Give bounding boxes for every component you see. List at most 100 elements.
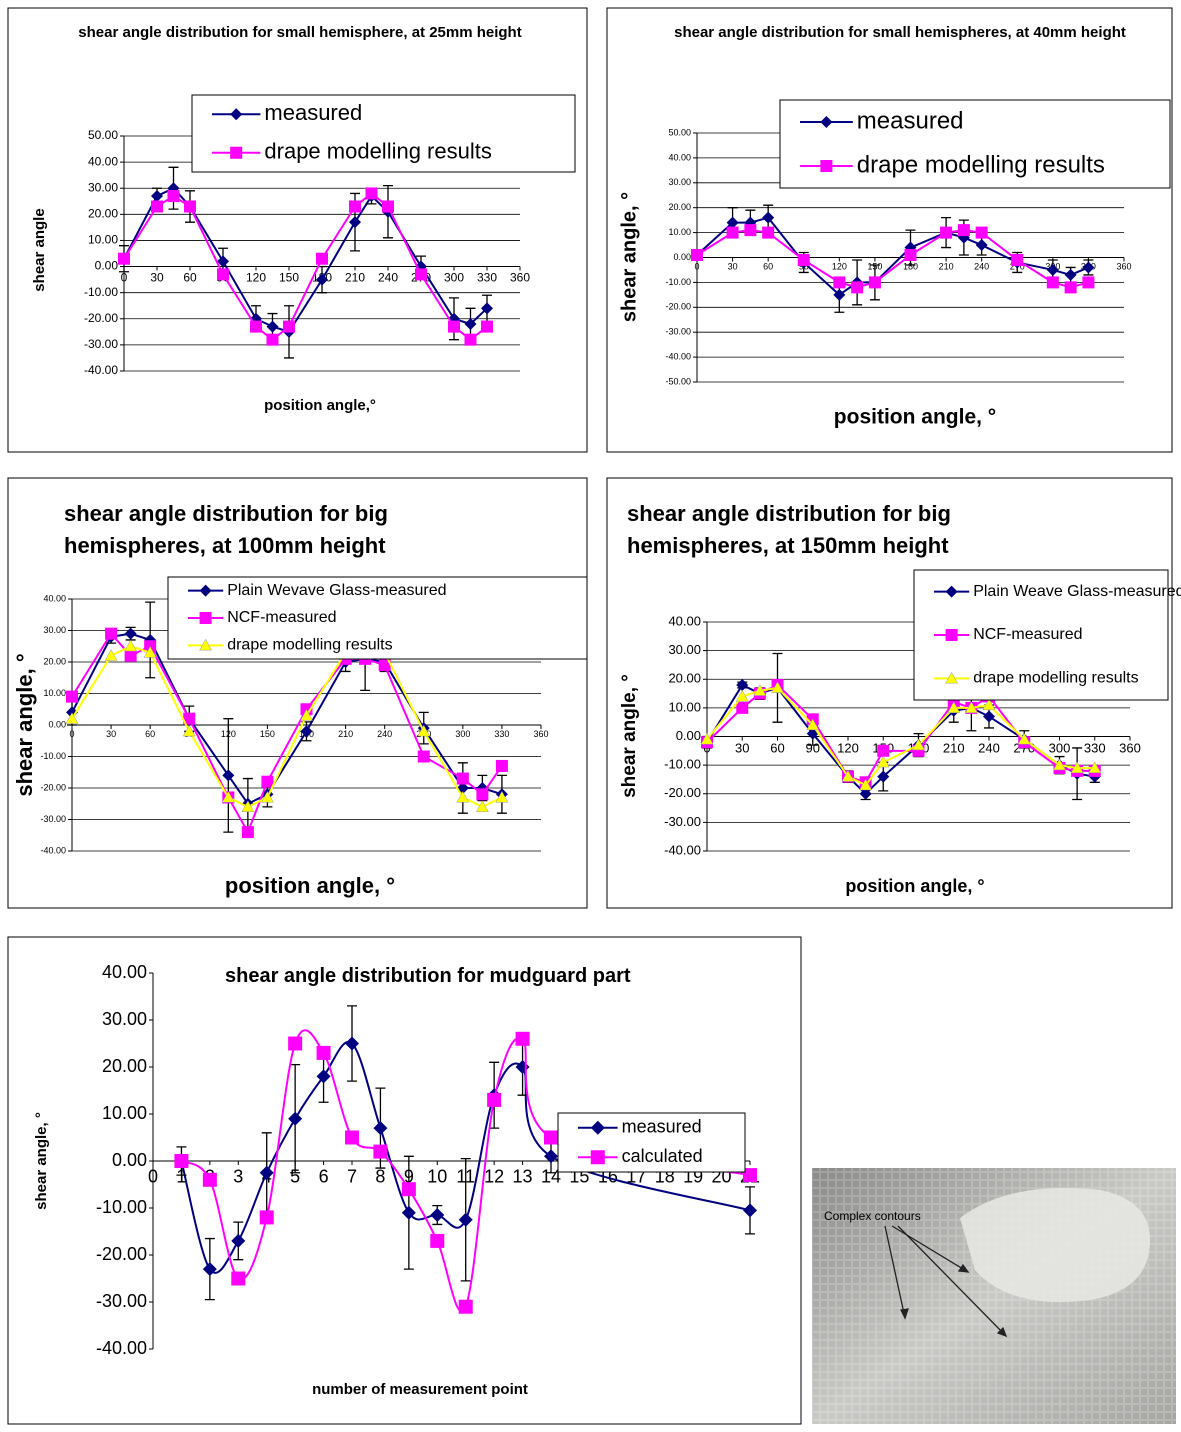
legend-label: NCF-measured <box>227 609 336 626</box>
legend-label: calculated <box>622 1146 703 1166</box>
marker <box>365 187 378 200</box>
x-axis-label: position angle, ° <box>834 406 996 429</box>
marker <box>105 627 118 640</box>
marker <box>859 787 872 800</box>
marker <box>345 1036 359 1051</box>
marker <box>1082 261 1095 274</box>
marker <box>1082 276 1095 289</box>
marker <box>231 1233 246 1248</box>
legend-marker <box>230 108 243 121</box>
marker <box>184 200 196 213</box>
x-axis-label: position angle, ° <box>845 876 984 896</box>
marker <box>859 778 873 791</box>
y-tick-label: 40.00 <box>43 593 66 603</box>
y-tick-label: 20.00 <box>88 207 118 221</box>
x-tick-label: 8 <box>375 1166 385 1186</box>
x-tick-label: 7 <box>347 1166 357 1186</box>
y-tick-label: -20.00 <box>40 782 66 792</box>
marker <box>877 770 890 783</box>
y-tick-label: 50.00 <box>668 127 691 137</box>
series-line <box>696 229 1089 289</box>
marker <box>288 1036 303 1051</box>
x-tick-label: 60 <box>770 741 784 756</box>
marker <box>66 690 78 703</box>
y-tick-label: 40.00 <box>668 152 691 162</box>
marker <box>544 1149 558 1164</box>
legend-marker <box>945 671 959 684</box>
marker <box>797 253 810 266</box>
marker <box>373 1121 388 1136</box>
x-tick-label: 150 <box>260 729 275 739</box>
y-tick-label: -20.00 <box>84 311 118 325</box>
y-tick-label: -30.00 <box>40 814 66 824</box>
marker <box>260 790 274 803</box>
legend: measured drape modelling results <box>779 99 1171 189</box>
chart: -50.00 -40.00 -30.00 -20.00 -10.00 0.00 10.00 2… <box>606 7 1173 453</box>
marker <box>288 1111 303 1126</box>
y-axis-label: shear angle, ° <box>33 1112 50 1210</box>
photo-label: Complex contours <box>824 1209 921 1223</box>
x-tick-label: 14 <box>541 1166 561 1186</box>
marker <box>983 710 995 723</box>
marker <box>515 1031 530 1046</box>
y-axis-label: shear angle, ° <box>12 653 37 796</box>
x-tick-label: 240 <box>378 271 398 285</box>
x-tick-label: 360 <box>510 271 530 285</box>
y-axis-label: shear angle, ° <box>618 192 640 322</box>
x-tick-label: 150 <box>279 271 299 285</box>
marker <box>300 709 313 721</box>
chart: -40.00 -30.00 -20.00 -10.00 0.00 10.00 20.00 30… <box>7 7 588 453</box>
legend-label: drape modelling results <box>973 670 1138 687</box>
chart: -40.00 -30.00 -20.00 -10.00 0.00 10.00 20.00 30… <box>606 477 1181 909</box>
chart-title: shear angle distribution for small hemis… <box>78 24 522 41</box>
y-tick-label: 40.00 <box>102 962 147 982</box>
marker <box>458 1299 473 1314</box>
marker <box>975 226 988 239</box>
marker <box>222 769 235 782</box>
x-axis-label: number of measurement point <box>312 1381 528 1398</box>
marker <box>316 1069 331 1084</box>
x-tick-label: 180 <box>903 262 918 272</box>
marker <box>1046 263 1059 276</box>
marker <box>475 800 489 812</box>
y-tick-label: 0.00 <box>112 1150 147 1170</box>
x-tick-label: 120 <box>837 741 859 756</box>
x-tick-label: 0 <box>69 729 74 739</box>
legend-label: drape modelling results <box>857 151 1105 178</box>
marker <box>877 744 890 757</box>
chart-title: shear angle distribution for mudguard pa… <box>225 965 631 987</box>
marker <box>124 649 137 662</box>
y-tick-label: -40.00 <box>84 363 118 377</box>
x-tick-label: 210 <box>939 262 954 272</box>
marker <box>283 320 295 333</box>
x-tick-label: 360 <box>533 729 548 739</box>
x-tick-label: 30 <box>106 729 116 739</box>
chart-title: shear angle distribution for big hemisph… <box>627 501 951 558</box>
y-tick-label: 0.00 <box>48 719 66 729</box>
marker <box>1046 276 1059 289</box>
marker <box>382 200 394 213</box>
marker <box>833 288 846 301</box>
x-tick-label: 120 <box>832 262 847 272</box>
chart-title: shear angle distribution for big hemisph… <box>64 501 388 558</box>
y-tick-label: 30.00 <box>88 180 118 194</box>
legend: Plain Weave Glass-measured NCF-measured dr… <box>913 569 1181 701</box>
x-tick-label: 240 <box>978 741 1000 756</box>
photo-arrows <box>884 1225 1008 1338</box>
x-tick-label: 240 <box>377 729 392 739</box>
marker <box>806 718 820 731</box>
x-tick-label: 60 <box>183 271 197 285</box>
y-tick-label: 30.00 <box>668 642 701 657</box>
marker <box>753 684 767 696</box>
legend-label: NCF-measured <box>973 626 1082 643</box>
x-tick-label: 330 <box>1084 741 1106 756</box>
y-tick-label: -10.00 <box>96 1197 147 1217</box>
legend-box <box>191 94 576 173</box>
marker <box>833 276 846 289</box>
y-tick-label: 40.00 <box>668 613 701 628</box>
marker <box>104 649 118 661</box>
legend-marker <box>590 1150 605 1165</box>
marker <box>464 318 477 330</box>
